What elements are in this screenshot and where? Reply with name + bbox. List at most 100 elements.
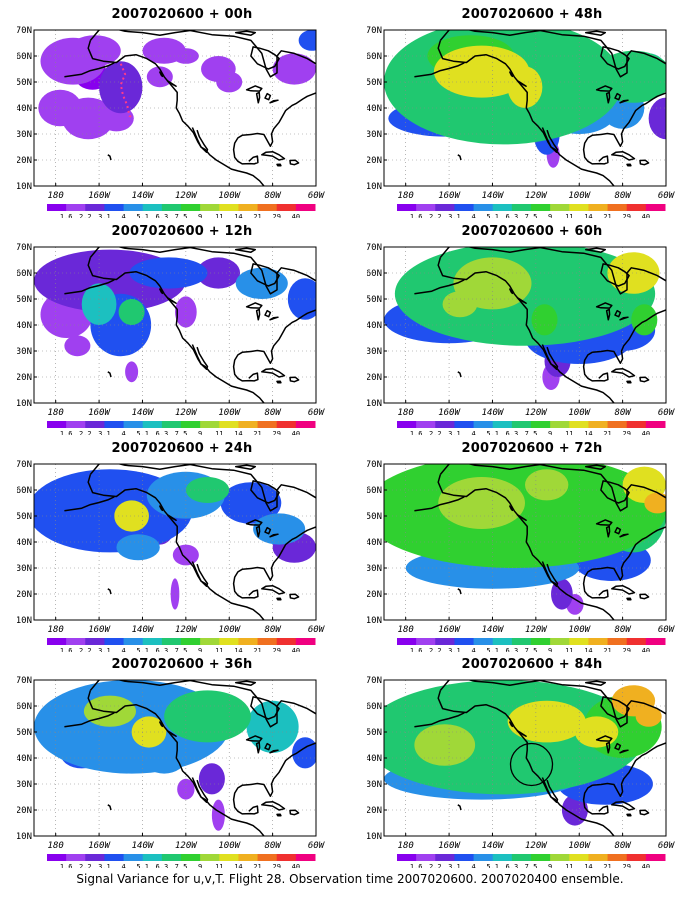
legend-swatch xyxy=(607,204,628,211)
x-tick-label: 160W xyxy=(438,625,461,635)
legend-level-label: 2.2 xyxy=(79,213,92,218)
x-tick-label: 100W xyxy=(568,841,591,851)
map-panel-36h: 10N 20N 30N 40N 50N 60N 70N 180 160W 140W 120W 100W… xyxy=(17,658,347,869)
legend-level-label: 2.2 xyxy=(79,647,92,652)
y-tick-label: 50N xyxy=(17,728,32,738)
legend-level-label: 29 xyxy=(622,430,630,435)
coastline xyxy=(289,593,300,600)
legend-level-label: 7.5 xyxy=(525,647,538,652)
variance-shading xyxy=(81,283,117,325)
coastline xyxy=(245,735,263,742)
legend-level-label: 9 xyxy=(198,430,202,435)
x-tick-label: 120W xyxy=(525,191,548,201)
legend-level-label: 6.3 xyxy=(506,213,519,218)
legend-swatch xyxy=(531,204,551,211)
legend-level-label: 9 xyxy=(198,213,202,218)
y-tick-label: 10N xyxy=(367,399,382,409)
legend-level-label: 3.1 xyxy=(448,430,461,435)
coastline xyxy=(166,729,177,737)
legend-swatch xyxy=(104,204,125,211)
legend-swatch xyxy=(238,854,259,861)
map-svg: 10N 20N 30N 40N 50N 60N 70N 180 160W 140W 120W 100W… xyxy=(17,26,326,218)
map-panel-24h: 10N 20N 30N 40N 50N 60N 70N 180 160W 140W 120W 100W… xyxy=(17,441,347,653)
variance-shading xyxy=(414,724,476,766)
y-tick-label: 70N xyxy=(367,460,382,470)
x-tick-label: 60W xyxy=(658,841,676,851)
coastline xyxy=(516,79,527,87)
coastline xyxy=(584,464,607,470)
coastline xyxy=(600,480,630,504)
legend-swatch xyxy=(588,638,609,645)
coastline xyxy=(619,316,629,321)
y-tick-label: 60N xyxy=(17,702,32,712)
x-tick-label: 100W xyxy=(218,408,241,418)
legend-level-label: 3.1 xyxy=(448,213,461,218)
coastline xyxy=(269,316,279,321)
x-tick-label: 180 xyxy=(48,841,64,851)
x-tick-label: 80W xyxy=(614,408,632,418)
y-tick-label: 60N xyxy=(367,52,382,62)
x-tick-label: 80W xyxy=(264,408,282,418)
coastline xyxy=(159,505,164,512)
coastline xyxy=(269,99,279,104)
coastline xyxy=(541,344,559,370)
legend-swatch xyxy=(626,854,647,861)
coastline xyxy=(276,813,282,817)
legend-swatch xyxy=(161,854,182,861)
legend-level-label: 3.1 xyxy=(98,213,111,218)
legend-level-label: 4 xyxy=(121,863,125,868)
coastline xyxy=(414,712,465,728)
variance-shading xyxy=(272,53,316,85)
coastline xyxy=(457,804,462,811)
legend-level-label: 3.1 xyxy=(448,863,461,868)
coastline xyxy=(64,279,115,295)
legend-level-label: 6.3 xyxy=(506,430,519,435)
legend-swatch xyxy=(161,204,182,211)
x-tick-label: 140W xyxy=(132,408,155,418)
legend-swatch xyxy=(473,421,494,428)
legend-swatch xyxy=(511,421,532,428)
x-tick-label: 60W xyxy=(658,625,676,635)
legend-level-label: 1.6 xyxy=(410,647,423,652)
x-tick-label: 80W xyxy=(614,625,632,635)
coastline xyxy=(261,367,286,378)
y-tick-label: 20N xyxy=(17,806,32,816)
coastline xyxy=(289,809,300,816)
legend-swatch xyxy=(219,638,239,645)
x-tick-label: 180 xyxy=(398,408,414,418)
map-panel-12h: 10N 20N 30N 40N 50N 60N 70N 180 160W 140W 120W 100W… xyxy=(17,225,347,436)
coastline xyxy=(614,526,622,535)
legend-level-label: 1.6 xyxy=(60,430,73,435)
legend-swatch xyxy=(531,421,551,428)
coastline xyxy=(166,513,177,521)
variance-shading xyxy=(118,299,145,325)
y-tick-label: 60N xyxy=(17,52,32,62)
legend-swatch xyxy=(85,421,105,428)
x-tick-label: 120W xyxy=(525,841,548,851)
legend-level-label: 40 xyxy=(292,863,300,868)
flight-track xyxy=(119,63,135,120)
y-tick-label: 60N xyxy=(17,269,32,279)
legend-swatch xyxy=(295,638,316,645)
coastline xyxy=(232,92,316,165)
legend-swatch xyxy=(416,638,436,645)
map-svg: 10N 20N 30N 40N 50N 60N 70N 180 160W 140W 120W 100W… xyxy=(367,243,676,435)
legend-swatch xyxy=(123,204,144,211)
variance-shading xyxy=(211,799,225,831)
coastline xyxy=(64,62,115,78)
coastline xyxy=(191,344,209,370)
legend-level-label: 6.3 xyxy=(156,430,169,435)
panel-title: 2007020600 + 24h xyxy=(111,441,253,456)
legend-level-label: 5.1 xyxy=(136,863,149,868)
coastline xyxy=(437,40,615,186)
coastline xyxy=(89,464,316,512)
legend-swatch xyxy=(219,854,239,861)
coastline xyxy=(261,150,286,161)
y-tick-label: 60N xyxy=(367,269,382,279)
coastline xyxy=(414,62,465,78)
x-tick-label: 80W xyxy=(614,841,632,851)
legend-swatch xyxy=(161,421,182,428)
legend-level-label: 5.1 xyxy=(486,213,499,218)
x-tick-label: 180 xyxy=(48,625,64,635)
variance-shading xyxy=(125,361,139,383)
